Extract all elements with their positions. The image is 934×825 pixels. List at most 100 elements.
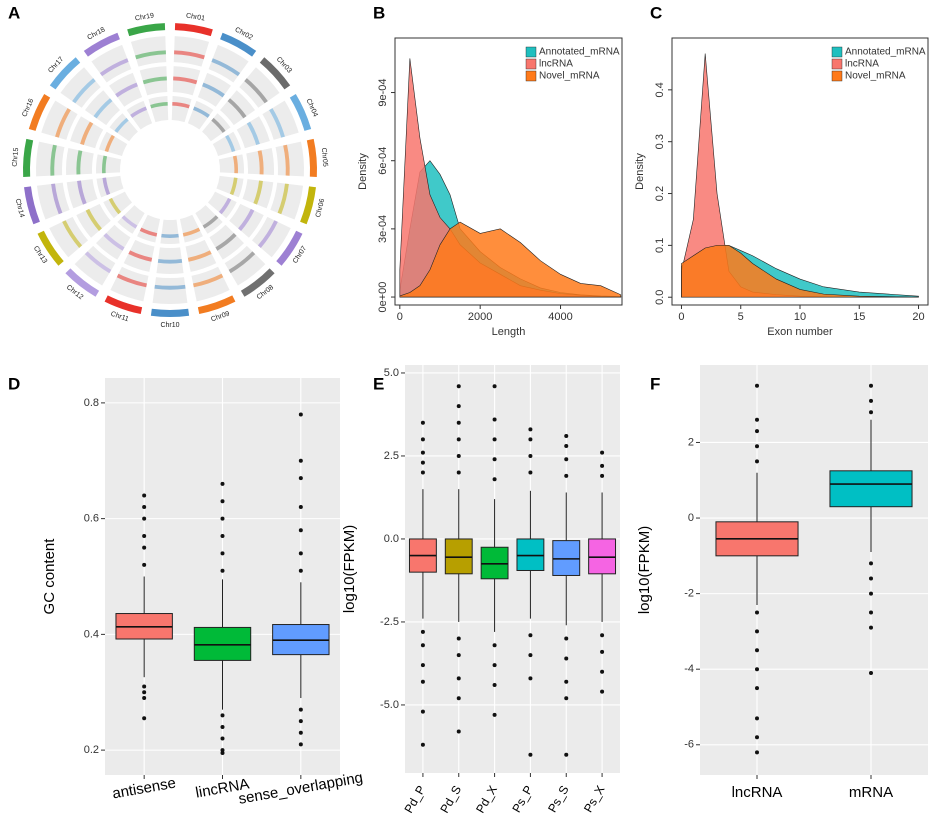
y-tick-label: -6	[684, 739, 694, 751]
outlier	[456, 420, 461, 425]
box	[516, 538, 545, 571]
outlier	[298, 412, 303, 417]
y-tick-label: 6e-04	[377, 147, 389, 175]
y-tick-label: 0	[688, 512, 694, 524]
outlier	[564, 434, 569, 439]
track-band	[154, 284, 186, 290]
track-band	[135, 50, 166, 60]
outlier	[142, 516, 147, 521]
chromosome-label: Chr16	[21, 98, 35, 118]
outlier	[564, 473, 569, 478]
outlier	[142, 690, 147, 695]
outlier	[420, 460, 425, 465]
plot-bg	[700, 365, 928, 775]
legend-swatch	[831, 58, 843, 70]
y-tick-label: 0.1	[654, 238, 666, 253]
track-band	[232, 155, 238, 174]
track-bg	[36, 182, 70, 220]
x-axis-label: Exon number	[767, 326, 833, 338]
track-band	[102, 155, 108, 174]
outlier	[600, 633, 605, 638]
track-band	[150, 102, 168, 109]
outlier	[755, 735, 759, 740]
chromosome-label: Chr04	[305, 98, 319, 118]
track-bg	[275, 141, 304, 177]
panel-letter: C	[650, 3, 662, 22]
outlier	[755, 444, 759, 449]
outlier	[564, 752, 569, 757]
y-tick-label: 0.2	[84, 744, 99, 756]
chromosome-label: Chr15	[12, 147, 21, 167]
track-bg	[195, 205, 223, 234]
track-band	[130, 106, 147, 118]
legend-label: lncRNA	[539, 59, 573, 70]
outlier	[755, 610, 759, 615]
track-band	[225, 134, 236, 153]
outlier	[755, 667, 759, 672]
plot-frame	[671, 37, 929, 306]
outlier	[492, 384, 497, 389]
legend-swatch	[831, 70, 843, 82]
outlier	[528, 470, 533, 475]
track-band	[161, 233, 179, 238]
chromosome	[259, 57, 291, 90]
chromosome-label: Chr05	[320, 147, 329, 167]
track-bg	[224, 245, 266, 286]
track-band	[193, 106, 210, 118]
outlier	[755, 686, 759, 691]
outlier	[142, 562, 147, 567]
outlier	[456, 453, 461, 458]
track-band	[238, 208, 255, 231]
density-area	[399, 221, 622, 298]
outlier	[869, 561, 873, 566]
y-tick-label: 2.5	[384, 450, 399, 462]
outlier	[755, 716, 759, 721]
track-band	[99, 58, 129, 77]
outlier	[869, 591, 873, 596]
track-band	[93, 98, 113, 119]
chromosome-label: Chr14	[14, 198, 25, 218]
outlier	[456, 653, 461, 658]
track-bg	[96, 154, 122, 174]
x-tick-label: lncRNA	[732, 784, 783, 801]
outlier	[528, 653, 533, 658]
chromosome-label: Chr01	[185, 12, 205, 22]
outlier	[420, 663, 425, 668]
outlier	[220, 551, 225, 556]
track-band	[269, 108, 285, 138]
outlier	[142, 684, 147, 689]
plot-bg	[405, 365, 620, 773]
outlier	[456, 404, 461, 409]
box	[829, 470, 913, 508]
track-bg	[49, 216, 89, 258]
track-band	[76, 150, 83, 175]
outlier	[869, 576, 873, 581]
track-band	[116, 273, 147, 288]
outlier	[220, 533, 225, 538]
box	[193, 626, 252, 661]
legend-swatch	[525, 46, 537, 58]
outlier	[298, 458, 303, 463]
chromosome	[83, 32, 120, 57]
chromosome-label: Chr11	[110, 311, 130, 324]
x-tick-label: 4000	[548, 311, 572, 323]
track-band	[114, 117, 129, 133]
y-tick-label: 0e+00	[377, 282, 389, 313]
outlier	[492, 437, 497, 442]
outlier	[142, 716, 147, 721]
outlier	[420, 437, 425, 442]
chromosome-label: Chr10	[160, 322, 179, 329]
y-tick-label: -2	[684, 588, 694, 600]
x-tick-label: 20	[912, 311, 924, 323]
outlier	[456, 384, 461, 389]
outlier	[528, 453, 533, 458]
outlier	[600, 649, 605, 654]
y-tick-label: 0.3	[654, 134, 666, 149]
track-band	[229, 177, 238, 196]
outlier	[755, 750, 759, 755]
track-band	[84, 251, 112, 274]
outlier	[869, 383, 873, 388]
chromosome	[65, 268, 100, 297]
track-bg	[96, 175, 124, 198]
track-bg	[218, 154, 245, 174]
